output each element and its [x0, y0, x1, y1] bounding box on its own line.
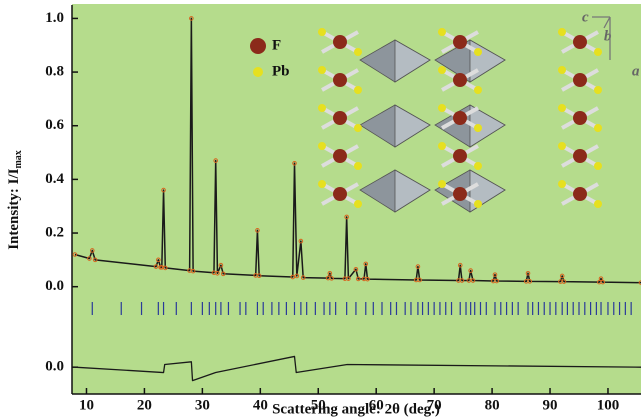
y-tick-label: 1.0 — [45, 10, 64, 26]
f-atom — [453, 149, 467, 163]
pb-atom — [318, 180, 326, 188]
y-tick-label: 0.0 — [45, 278, 64, 294]
f-atom — [453, 73, 467, 87]
pb-atom — [594, 162, 602, 170]
x-tick-label: 60 — [369, 397, 384, 413]
pb-atom — [318, 66, 326, 74]
x-tick-label: 50 — [311, 397, 326, 413]
chart: Intensity: I/Imax Scattering angle: 2θ (… — [0, 0, 641, 418]
pb-atom — [474, 86, 482, 94]
pb-atom — [474, 200, 482, 208]
y-tick-label: 0.8 — [45, 64, 64, 80]
pb-atom — [318, 28, 326, 36]
f-atom — [333, 111, 347, 125]
plot-area — [72, 4, 641, 394]
x-tick-label: 10 — [79, 397, 94, 413]
x-tick-label: 80 — [485, 397, 500, 413]
f-atom — [573, 187, 587, 201]
f-atom — [573, 35, 587, 49]
pb-atom — [438, 104, 446, 112]
x-tick-label: 100 — [597, 397, 620, 413]
x-tick-label: 70 — [427, 397, 442, 413]
f-atom — [333, 149, 347, 163]
pb-atom — [558, 142, 566, 150]
pb-atom — [474, 124, 482, 132]
pb-atom — [558, 66, 566, 74]
pb-atom — [594, 200, 602, 208]
y-axis-label-sub: max — [13, 150, 24, 168]
x-tick-label: 20 — [137, 397, 152, 413]
x-tick-label: 40 — [253, 397, 268, 413]
pb-atom — [354, 162, 362, 170]
pb-atom — [438, 142, 446, 150]
pb-atom — [354, 124, 362, 132]
pb-atom — [354, 48, 362, 56]
pb-atom — [354, 200, 362, 208]
x-tick-label: 30 — [195, 397, 210, 413]
y-axis-label: Intensity: I/Imax — [6, 150, 24, 250]
f-atom — [333, 73, 347, 87]
y2-tick-label: 0.0 — [45, 359, 64, 375]
axis-c: c — [582, 9, 589, 25]
pb-atom — [594, 48, 602, 56]
f-atom — [453, 187, 467, 201]
pb-atom — [354, 86, 362, 94]
y-axis-label-text: Intensity: I/I — [6, 168, 22, 249]
y-tick-label: 0.6 — [45, 117, 64, 133]
x-tick-label: 90 — [543, 397, 558, 413]
legend-label: F — [272, 37, 281, 53]
pb-atom — [474, 162, 482, 170]
legend-swatch — [253, 67, 263, 77]
legend-swatch — [250, 38, 266, 54]
pb-atom — [438, 180, 446, 188]
y-tick-label: 0.4 — [45, 171, 64, 187]
pb-atom — [558, 180, 566, 188]
f-atom — [573, 73, 587, 87]
f-atom — [333, 187, 347, 201]
legend-label: Pb — [272, 63, 290, 79]
axis-a: a — [632, 63, 640, 79]
f-atom — [573, 149, 587, 163]
pb-atom — [594, 86, 602, 94]
f-atom — [453, 35, 467, 49]
pb-atom — [318, 142, 326, 150]
x-axis-label: Scattering angle: 2θ (deg.) — [272, 401, 440, 417]
pb-atom — [474, 48, 482, 56]
pb-atom — [438, 66, 446, 74]
f-atom — [453, 111, 467, 125]
pb-atom — [438, 28, 446, 36]
y-tick-label: 0.2 — [45, 224, 64, 240]
pb-atom — [594, 124, 602, 132]
f-atom — [333, 35, 347, 49]
f-atom — [573, 111, 587, 125]
pb-atom — [558, 28, 566, 36]
axis-b: b — [604, 28, 612, 44]
pb-atom — [318, 104, 326, 112]
pb-atom — [558, 104, 566, 112]
